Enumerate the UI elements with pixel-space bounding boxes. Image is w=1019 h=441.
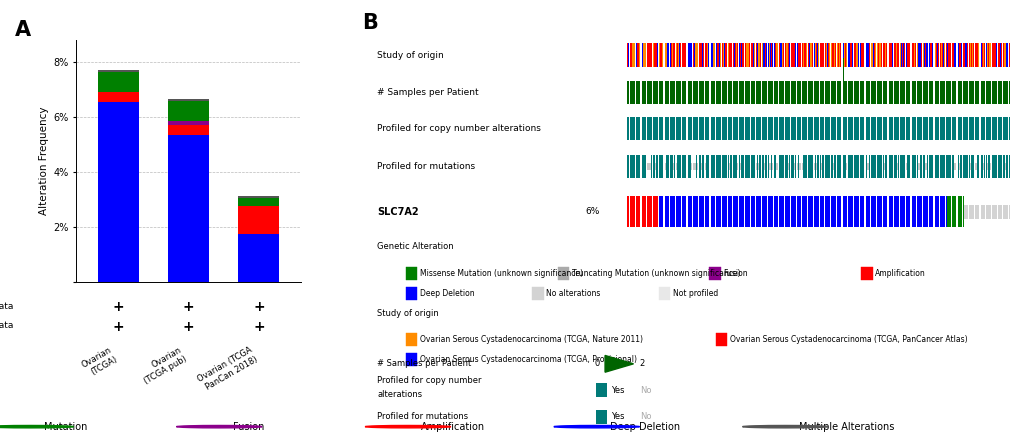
Bar [238,196,279,198]
Text: Ovarian Serous Cystadenocarcinoma (TCGA, Provisional): Ovarian Serous Cystadenocarcinoma (TCGA,… [420,355,636,364]
Text: Profiled for copy number: Profiled for copy number [377,376,481,385]
Text: +: + [182,320,195,334]
Text: alterations: alterations [377,390,422,399]
Bar [168,121,209,125]
Text: Ovarian Serous Cystadenocarcinoma (TCGA, PanCancer Atlas): Ovarian Serous Cystadenocarcinoma (TCGA,… [729,335,966,344]
Text: Mutation: Mutation [44,422,88,432]
Text: Mutation data: Mutation data [0,302,13,310]
Bar [709,267,720,280]
Circle shape [742,426,827,428]
Bar [168,125,209,135]
Text: Genetic Alteration: Genetic Alteration [377,243,453,251]
Text: Profiled for copy number alterations: Profiled for copy number alterations [377,124,541,133]
Bar [238,206,279,234]
Polygon shape [604,355,633,372]
Text: Amplification: Amplification [421,422,485,432]
Text: Deep Deletion: Deep Deletion [420,289,474,298]
Bar [98,72,139,92]
Text: Not profiled: Not profiled [673,289,717,298]
Bar [238,198,279,206]
Text: Deep Deletion: Deep Deletion [609,422,680,432]
Bar [168,99,209,101]
Text: Ovarian
(TCGA pub): Ovarian (TCGA pub) [138,345,189,386]
Bar [168,135,209,282]
Text: Study of origin: Study of origin [377,309,439,318]
Bar [860,267,871,280]
Circle shape [365,426,450,428]
Bar [98,92,139,102]
Bar [406,287,417,300]
Circle shape [0,426,73,428]
Bar [658,287,669,300]
Text: Yes: Yes [610,386,625,395]
Bar [238,234,279,282]
Text: +: + [253,300,264,314]
Text: Amplification: Amplification [874,269,925,278]
Text: Truncating Mutation (unknown significance): Truncating Mutation (unknown significanc… [571,269,740,278]
Text: Ovarian Serous Cystadenocarcinoma (TCGA, Nature 2011): Ovarian Serous Cystadenocarcinoma (TCGA,… [420,335,642,344]
Bar [168,101,209,121]
Text: Fusion: Fusion [722,269,747,278]
Bar [98,102,139,282]
Text: B: B [362,13,378,33]
Text: SLC7A2: SLC7A2 [377,207,419,217]
Text: No: No [639,386,651,395]
Bar [532,287,543,300]
Text: +: + [113,320,124,334]
Circle shape [553,426,639,428]
Text: Study of origin: Study of origin [377,51,443,60]
Bar [406,267,417,280]
Text: # Samples per Patient: # Samples per Patient [377,88,479,97]
Text: # Samples per Patient: # Samples per Patient [377,359,471,368]
Text: Profiled for mutations: Profiled for mutations [377,162,475,171]
Text: 2: 2 [639,359,644,368]
Bar [557,267,569,280]
Text: No: No [639,412,651,421]
Bar [595,383,606,397]
Bar [715,333,727,346]
Text: Multiple Alterations: Multiple Alterations [798,422,894,432]
Bar [406,353,417,366]
Text: A: A [15,20,32,40]
Text: CNA data: CNA data [0,321,13,330]
Bar [406,333,417,346]
Text: 6%: 6% [585,207,599,216]
Text: Profiled for mutations: Profiled for mutations [377,412,468,421]
Circle shape [176,426,262,428]
Text: +: + [113,300,124,314]
Text: Missense Mutation (unknown significance): Missense Mutation (unknown significance) [420,269,582,278]
Text: +: + [182,300,195,314]
Text: No alterations: No alterations [546,289,600,298]
Y-axis label: Alteration Frequency: Alteration Frequency [40,107,49,215]
Text: +: + [253,320,264,334]
Text: Ovarian
(TCGA): Ovarian (TCGA) [81,345,118,379]
Text: Yes: Yes [610,412,625,421]
Text: Fusion: Fusion [232,422,264,432]
Bar [98,70,139,72]
Text: 0: 0 [594,359,599,368]
Text: Ovarian (TCGA
PanCan 2018): Ovarian (TCGA PanCan 2018) [196,345,259,393]
Bar [595,410,606,424]
